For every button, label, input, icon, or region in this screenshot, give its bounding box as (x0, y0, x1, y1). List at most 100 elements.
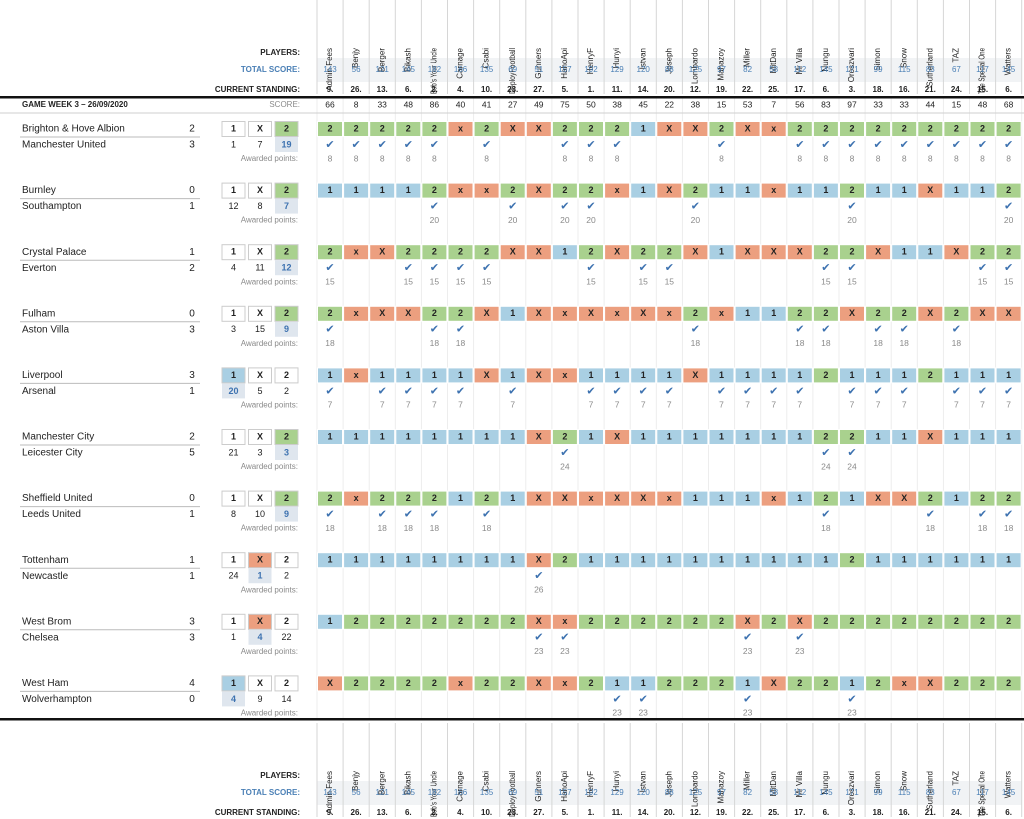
pick-cell (786, 490, 813, 507)
outcome-box (274, 305, 299, 322)
player-name: Lombardo (691, 47, 700, 84)
current-standing: 16. (899, 85, 910, 94)
awarded-points: 8 (589, 153, 594, 163)
pick-cell (421, 182, 448, 199)
awarded-points: 7 (902, 400, 907, 410)
awarded-points: 18 (404, 523, 414, 533)
pick-cell (421, 121, 448, 137)
pick-cell (917, 552, 944, 569)
awarded-points: 23 (560, 646, 570, 656)
check-mark: ✔ (1004, 139, 1013, 151)
pick: 1 (458, 370, 463, 380)
pick: 2 (1006, 185, 1011, 195)
pick: X (927, 185, 933, 195)
pick: x (458, 678, 463, 688)
check-mark: ✔ (586, 201, 595, 213)
week-score: 97 (847, 99, 857, 109)
pick: 2 (510, 616, 515, 626)
pick: 1 (641, 185, 646, 195)
pick-cell (891, 121, 918, 137)
pick-cell (734, 552, 761, 569)
awarded-points: 18 (430, 338, 440, 348)
total-score-label: TOTAL SCORE: (241, 788, 300, 797)
week-score: 40 (456, 99, 466, 109)
pick: X (901, 493, 907, 503)
pick: 2 (406, 678, 411, 688)
pick-cell (525, 490, 552, 507)
check-mark: ✔ (430, 324, 439, 336)
outcome-count: 20 (228, 386, 238, 396)
total-score: 83 (926, 65, 935, 74)
pick-cell (525, 121, 552, 137)
pick: 2 (876, 123, 881, 133)
awarded-points: 23 (743, 708, 753, 718)
current-standing: 4. (457, 85, 464, 94)
total-score: 121 (376, 65, 390, 74)
pick: 2 (615, 616, 620, 626)
pick-cell (369, 244, 396, 261)
pick-cell (499, 305, 526, 322)
awarded-points: 7 (406, 400, 411, 410)
pick: 2 (1006, 616, 1011, 626)
current-standing: 6. (1005, 85, 1012, 94)
current-standing: 20. (664, 808, 675, 817)
check-mark: ✔ (378, 139, 387, 151)
pick-cell (943, 429, 970, 445)
home-goals: 2 (189, 432, 195, 443)
pick: X (536, 185, 542, 195)
awarded-points: 7 (797, 400, 802, 410)
player-name: Istvan (638, 771, 647, 792)
awarded-label: Awarded points: (241, 585, 298, 594)
pick: 1 (745, 370, 750, 380)
pick-cell (343, 552, 370, 569)
check-mark: ✔ (665, 262, 674, 274)
pick-cell (682, 367, 709, 384)
current-standing: 15. (977, 808, 988, 817)
outcome-count: 1 (231, 139, 236, 149)
current-standing: 10. (481, 808, 492, 817)
awarded-points: 20 (560, 215, 570, 225)
awarded-points: 8 (615, 153, 620, 163)
pick: 1 (771, 370, 776, 380)
home-team: Fulham (22, 308, 55, 319)
check-mark: ✔ (926, 509, 935, 521)
pick-cell (421, 552, 448, 569)
pick-cell (395, 429, 422, 445)
check-mark: ✔ (560, 447, 569, 459)
pick-cell (499, 490, 526, 507)
pick: x (354, 247, 359, 257)
awarded-points: 7 (771, 400, 776, 410)
week-score: 44 (926, 99, 936, 109)
pick: x (771, 185, 776, 195)
pick: 2 (980, 616, 985, 626)
pick: x (354, 370, 359, 380)
check-mark: ✔ (325, 509, 334, 521)
pick-cell (604, 305, 631, 322)
current-standing: 17. (794, 808, 805, 817)
check-mark: ✔ (873, 139, 882, 151)
player-name: The Special One (978, 48, 987, 94)
outcome-box (221, 305, 246, 322)
pick: 1 (980, 370, 985, 380)
pick: 1 (1006, 555, 1011, 565)
week-score: 38 (612, 99, 622, 109)
pick-cell (891, 552, 918, 569)
week-score: 33 (873, 99, 883, 109)
current-standing: 21. (925, 85, 936, 94)
pick-cell (630, 613, 657, 630)
pick: 1 (484, 555, 489, 565)
pick: 1 (354, 431, 359, 441)
outcome-label: X (257, 493, 263, 503)
pick: 2 (823, 308, 828, 318)
pick: 2 (928, 616, 933, 626)
pick-cell (473, 367, 500, 384)
pick: 1 (641, 431, 646, 441)
pick-cell (447, 367, 474, 384)
total-score: 82 (743, 65, 752, 74)
check-mark: ✔ (847, 201, 856, 213)
pick: X (745, 247, 751, 257)
pick: 1 (693, 493, 698, 503)
pick-cell (343, 121, 370, 137)
pick: 2 (823, 123, 828, 133)
week-score: 75 (560, 99, 570, 109)
